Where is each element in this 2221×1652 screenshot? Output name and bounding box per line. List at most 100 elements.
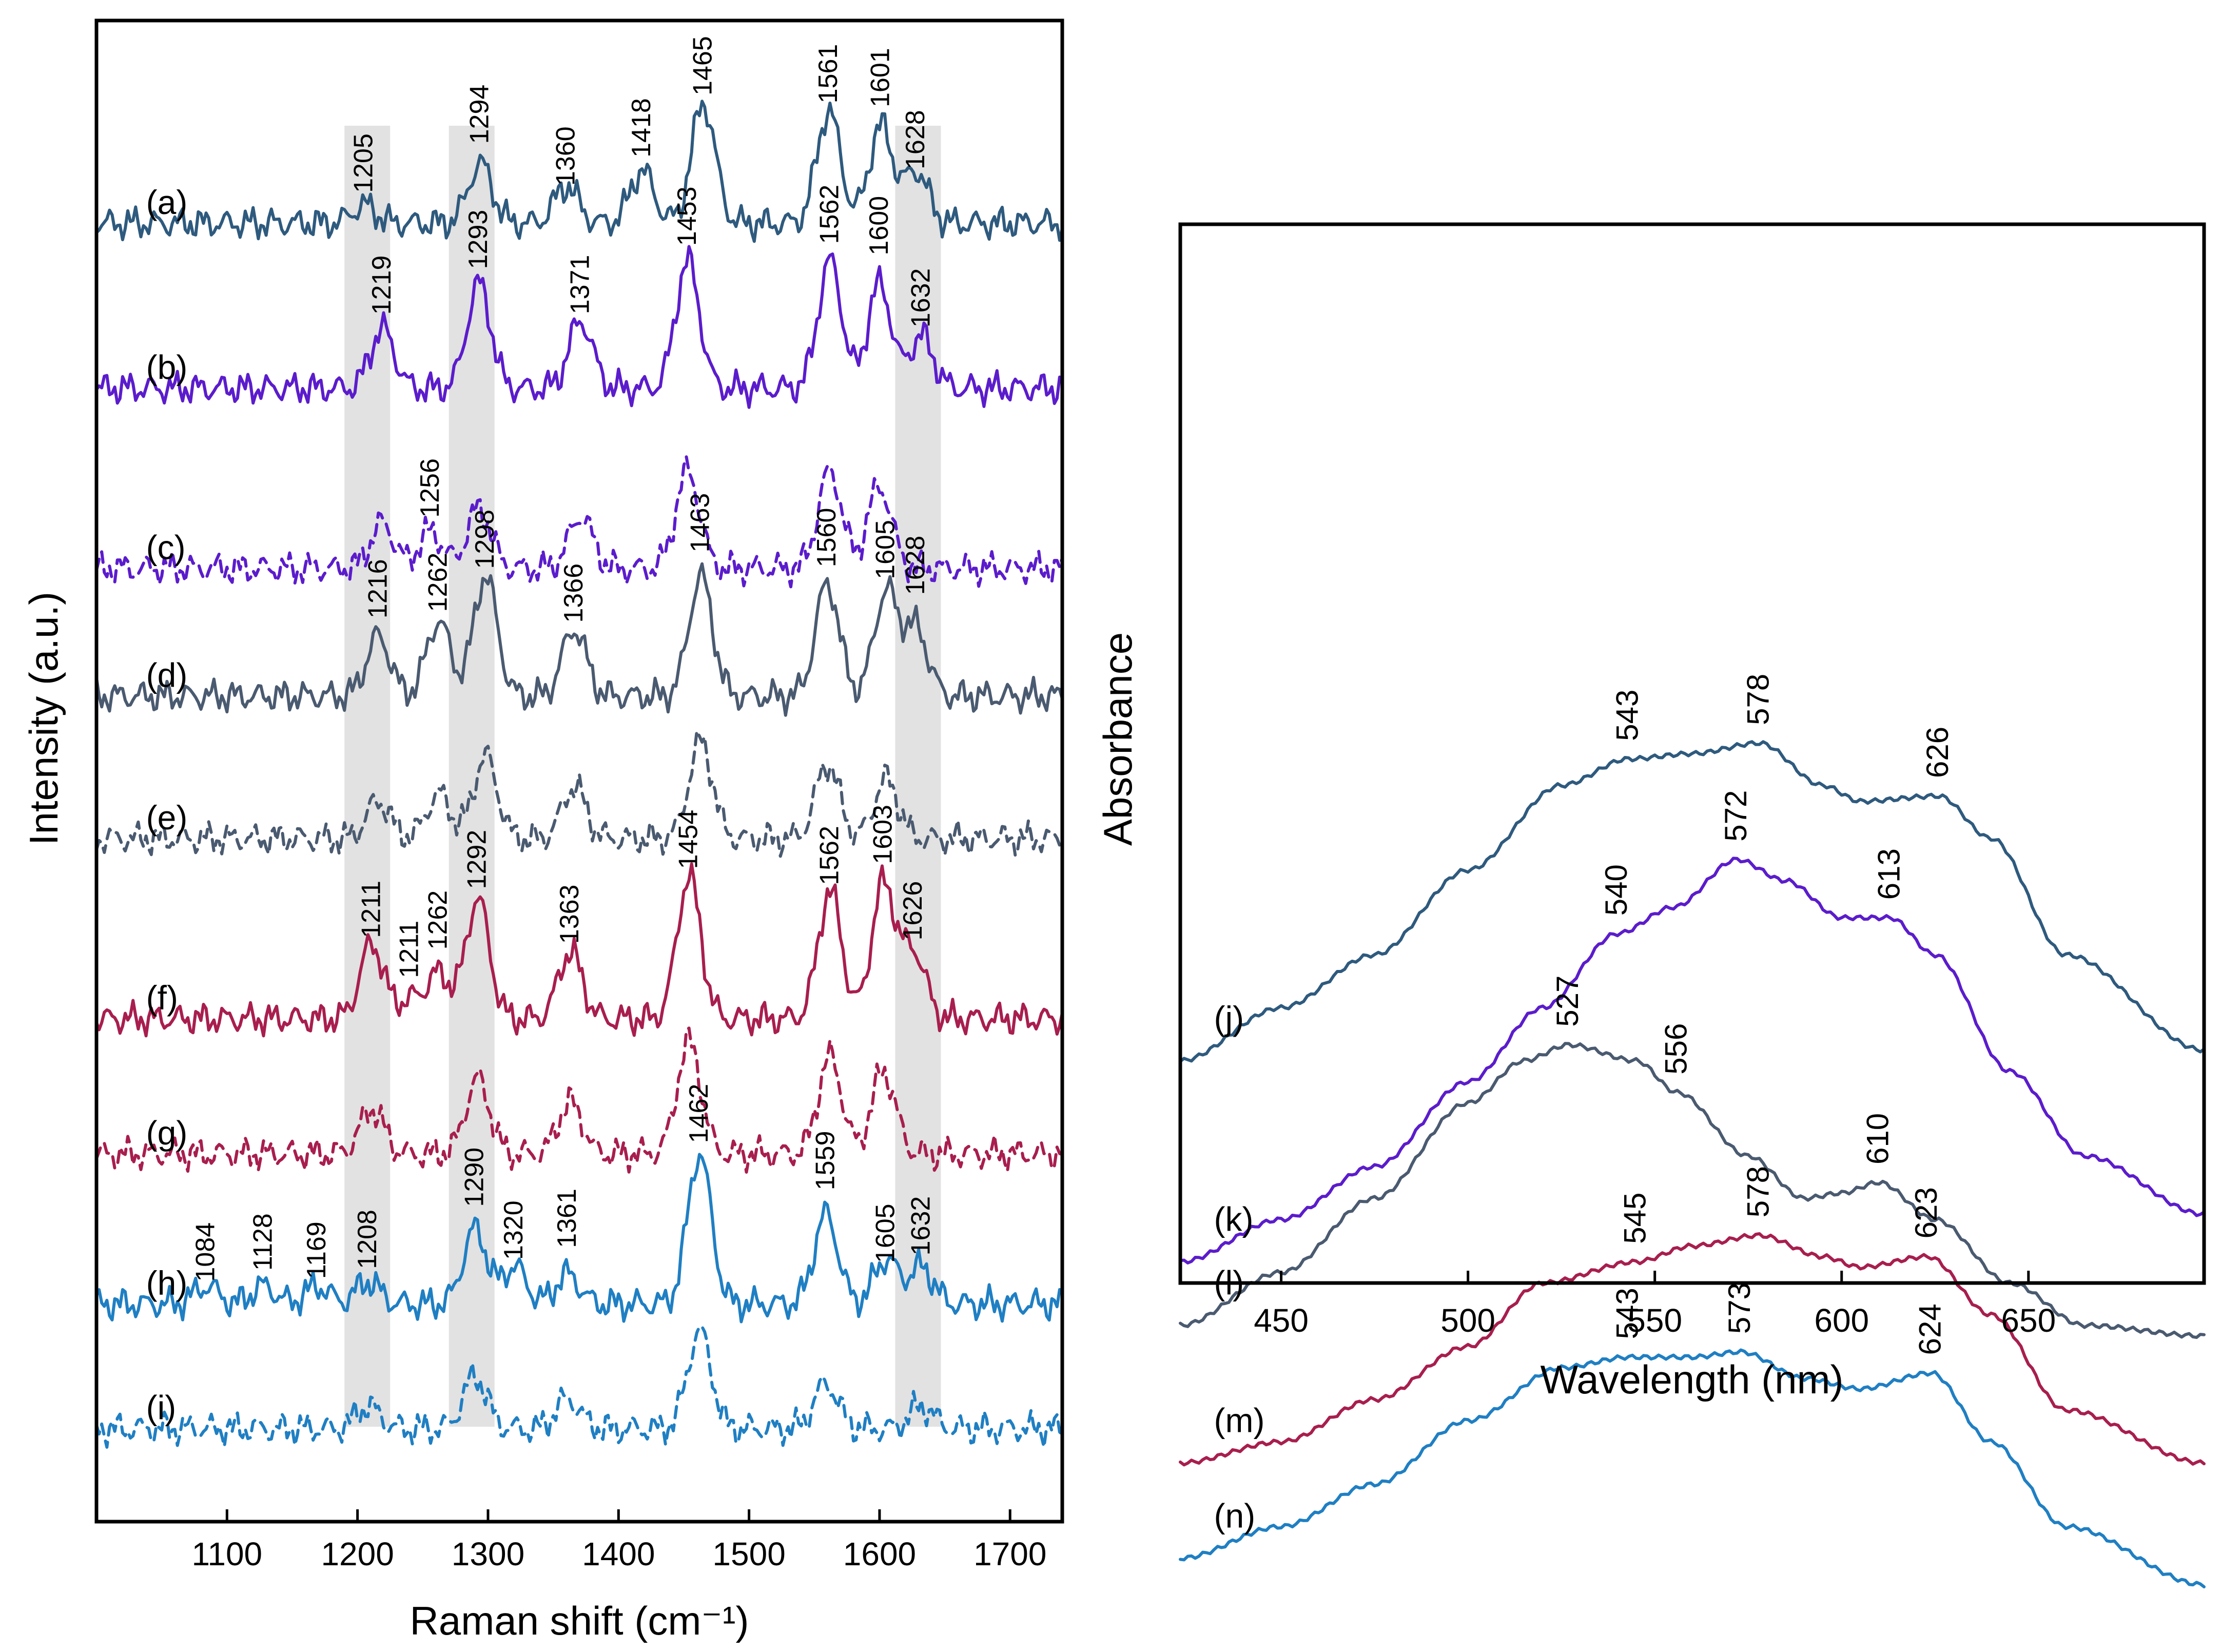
raman-trace-b (95, 245, 1064, 409)
raman-traces (95, 100, 1064, 1449)
absorbance-trace-labels: (j)(k)(l)(m)(n) (1214, 999, 1265, 1535)
raman-x-axis-label: Raman shift (cm⁻¹) (410, 1598, 749, 1643)
raman-y-axis-label: Intensity (a.u.) (21, 592, 66, 845)
shaded-band-3 (895, 126, 941, 1427)
raman-peak-label-b-3: 1453 (672, 186, 702, 246)
raman-trace-label-b: (b) (146, 348, 188, 386)
absorbance-x-tick-label-450: 450 (1254, 1302, 1309, 1339)
absorbance-trace-k (1179, 857, 2206, 1265)
raman-peak-label-a-4: 1465 (688, 36, 718, 95)
absorbance-peak-label-k-1: 572 (1719, 790, 1753, 842)
raman-trace-a (95, 100, 1064, 243)
absorbance-peak-label-l-1: 556 (1659, 1023, 1693, 1075)
raman-peak-label-c-1: 1256 (415, 458, 445, 518)
raman-x-tick-label-1400: 1400 (582, 1536, 655, 1572)
raman-trace-label-d: (d) (146, 656, 188, 694)
raman-peak-label-d-1: 1262 (423, 553, 453, 612)
absorbance-trace-label-n: (n) (1214, 1496, 1256, 1534)
absorbance-peak-label-n-0: 543 (1610, 1288, 1645, 1339)
raman-peak-label-d-6: 1605 (871, 520, 901, 579)
raman-peak-label-a-6: 1601 (866, 48, 895, 107)
raman-peak-label-b-1: 1293 (463, 210, 493, 269)
raman-peak-label-a-1: 1294 (465, 85, 495, 144)
raman-trace-labels: (a) (b) (c) (d) (e) (f) (g) (h) (i) (146, 183, 188, 1427)
raman-peak-label-f-8: 1626 (898, 881, 928, 941)
raman-peak-label-b-2: 1371 (566, 255, 595, 315)
raman-trace-f (95, 862, 1064, 1038)
raman-trace-h (95, 1153, 1064, 1324)
raman-peak-label-d-0: 1216 (363, 559, 393, 618)
raman-peak-label-f-0: 1211 (357, 881, 386, 938)
absorbance-peak-label-n-1: 573 (1722, 1282, 1757, 1334)
raman-peak-label-f-7: 1603 (868, 805, 898, 864)
absorbance-x-tick-label-650: 650 (2001, 1302, 2056, 1339)
raman-peak-label-f-2: 1262 (423, 890, 453, 950)
shaded-bands (344, 126, 941, 1427)
raman-peak-label-b-4: 1562 (814, 185, 844, 244)
absorbance-trace-m (1179, 1232, 2206, 1467)
raman-x-tick-label-1100: 1100 (192, 1536, 263, 1572)
raman-peak-label-h-3: 1208 (353, 1210, 382, 1269)
raman-trace-label-h: (h) (146, 1264, 188, 1302)
absorbance-peak-label-j-2: 626 (1920, 727, 1955, 778)
raman-peak-label-h-0: 1084 (191, 1222, 221, 1282)
raman-trace-g (95, 1026, 1064, 1174)
raman-peak-label-d-3: 1366 (559, 563, 589, 623)
raman-x-ticks: 1100 1200 1300 1400 1500 1600 1700 (192, 1509, 1046, 1572)
absorbance-peak-label-l-0: 527 (1550, 976, 1585, 1027)
raman-peak-label-d-2: 1298 (470, 510, 500, 569)
absorbance-peak-label-m-1: 578 (1741, 1166, 1776, 1217)
absorbance-trace-l (1179, 1042, 2206, 1339)
raman-peak-label-h-10: 1632 (906, 1196, 936, 1256)
absorbance-x-tick-label-550: 550 (1627, 1302, 1682, 1339)
raman-peak-label-h-1: 1128 (248, 1213, 278, 1271)
absorbance-trace-label-k: (k) (1214, 1200, 1254, 1238)
raman-peak-label-h-9: 1605 (871, 1203, 901, 1263)
raman-trace-label-c: (c) (146, 529, 186, 567)
raman-peak-label-h-7: 1462 (684, 1084, 714, 1143)
raman-peak-label-f-1: 1211 (394, 921, 424, 978)
raman-x-tick-label-1300: 1300 (452, 1536, 524, 1572)
absorbance-peak-label-m-2: 623 (1909, 1187, 1943, 1238)
absorbance-plot-frame (1178, 222, 2206, 1285)
raman-peak-label-b-0: 1219 (367, 256, 397, 315)
raman-peak-label-f-4: 1363 (555, 885, 585, 944)
raman-peak-label-h-5: 1320 (499, 1200, 529, 1260)
raman-x-tick-label-1200: 1200 (321, 1536, 394, 1572)
absorbance-peak-label-m-0: 545 (1618, 1193, 1652, 1244)
raman-trace-label-f: (f) (146, 979, 178, 1017)
raman-peak-label-a-3: 1418 (627, 98, 656, 158)
raman-trace-label-i: (i) (146, 1389, 177, 1427)
absorbance-traces (1179, 740, 2206, 1588)
raman-peak-label-h-2: 1169 (302, 1221, 332, 1279)
absorbance-x-tick-label-500: 500 (1440, 1302, 1495, 1339)
raman-peak-label-f-6: 1562 (814, 826, 844, 885)
raman-trace-label-a: (a) (146, 183, 188, 221)
absorbance-peak-label-n-2: 624 (1913, 1304, 1947, 1355)
raman-x-tick-label-1500: 1500 (712, 1536, 785, 1572)
absorbance-x-tick-label-600: 600 (1814, 1302, 1869, 1339)
absorbance-y-axis-label: Absorbance (1095, 632, 1140, 846)
raman-peak-label-b-6: 1632 (906, 268, 936, 328)
raman-x-tick-label-1700: 1700 (973, 1536, 1046, 1572)
raman-trace-c (95, 455, 1064, 589)
absorbance-trace-label-j: (j) (1214, 999, 1244, 1037)
raman-trace-label-g: (g) (146, 1114, 188, 1152)
absorbance-trace-label-m: (m) (1214, 1402, 1265, 1440)
raman-peak-label-d-7: 1628 (901, 536, 930, 595)
absorbance-x-axis-label: Wavelength (nm) (1541, 1357, 1844, 1402)
raman-peak-label-b-5: 1600 (864, 196, 894, 256)
absorbance-peak-label-l-2: 610 (1861, 1113, 1895, 1164)
raman-peak-label-h-4: 1290 (460, 1148, 490, 1207)
absorbance-trace-j (1179, 740, 2206, 1063)
raman-peak-label-a-5: 1561 (813, 44, 843, 104)
absorbance-peak-label-j-1: 578 (1741, 674, 1776, 725)
raman-trace-d (95, 562, 1064, 717)
raman-peak-label-a-7: 1628 (901, 110, 930, 169)
absorbance-peak-label-k-2: 613 (1872, 848, 1906, 900)
